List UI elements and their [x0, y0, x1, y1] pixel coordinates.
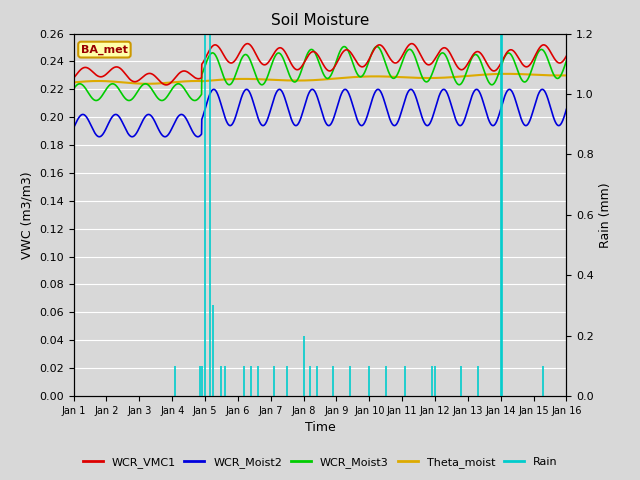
Text: BA_met: BA_met: [81, 45, 128, 55]
Y-axis label: Rain (mm): Rain (mm): [600, 182, 612, 248]
Title: Soil Moisture: Soil Moisture: [271, 13, 369, 28]
Y-axis label: VWC (m3/m3): VWC (m3/m3): [20, 171, 33, 259]
Legend: WCR_VMC1, WCR_Moist2, WCR_Moist3, Theta_moist, Rain: WCR_VMC1, WCR_Moist2, WCR_Moist3, Theta_…: [78, 452, 562, 472]
X-axis label: Time: Time: [305, 421, 335, 434]
